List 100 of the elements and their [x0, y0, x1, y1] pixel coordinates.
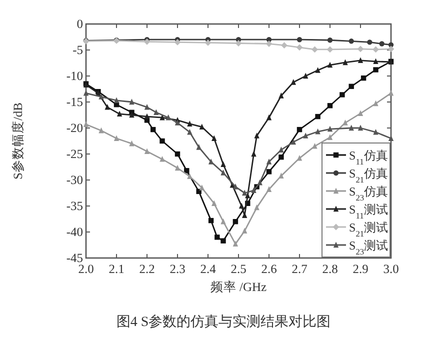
point — [278, 154, 284, 160]
point — [114, 135, 120, 141]
point — [296, 37, 302, 42]
point — [266, 186, 272, 192]
point — [348, 84, 354, 89]
point — [373, 128, 378, 135]
point — [290, 138, 296, 145]
point — [220, 218, 226, 224]
point — [254, 204, 260, 210]
point — [187, 128, 192, 135]
point — [348, 124, 354, 131]
point — [342, 59, 348, 66]
point — [303, 132, 308, 138]
point — [327, 126, 333, 132]
point — [327, 103, 333, 108]
y-tick-label: -30 — [66, 173, 83, 187]
point — [166, 114, 171, 120]
point — [296, 44, 303, 51]
x-tick-label: 3.0 — [383, 262, 399, 276]
y-axis-title: S参数幅度/dB — [10, 102, 25, 180]
x-tick-label: 2.6 — [261, 262, 277, 276]
point — [388, 90, 394, 96]
point — [340, 92, 345, 98]
point — [257, 179, 262, 186]
point — [98, 127, 104, 134]
legend-label: S$_{21}$测试 — [349, 220, 388, 238]
point — [357, 46, 364, 52]
x-axis-title: 频率 /GHz — [210, 279, 268, 294]
point — [104, 104, 110, 110]
point — [254, 132, 260, 138]
legend-label: S$_{11}$测试 — [349, 202, 388, 220]
x-tick-label: 2.2 — [139, 262, 155, 276]
point — [212, 200, 217, 206]
point — [199, 124, 204, 130]
y-tick-label: -15 — [66, 95, 83, 109]
point — [174, 164, 180, 171]
point — [278, 146, 284, 152]
legend-label: S$_{23}$仿真 — [349, 184, 388, 202]
point — [160, 156, 165, 162]
x-tick-label: 2.3 — [170, 262, 186, 276]
point — [220, 170, 226, 176]
point — [266, 114, 272, 120]
point — [174, 39, 181, 46]
x-tick-label: 2.0 — [78, 262, 94, 276]
y-tick-label: -45 — [66, 251, 83, 265]
point — [238, 202, 244, 209]
point — [342, 120, 348, 126]
legend-label: S$_{11}$仿真 — [349, 148, 388, 166]
point — [303, 72, 308, 79]
point — [220, 161, 226, 167]
y-tick-label: -35 — [66, 199, 83, 213]
point — [388, 46, 394, 52]
point — [358, 57, 364, 63]
point — [160, 138, 165, 144]
y-tick-label: -5 — [72, 43, 83, 57]
point — [98, 94, 104, 100]
point — [327, 38, 333, 43]
point — [373, 67, 378, 72]
x-tick-label: 2.9 — [352, 262, 368, 276]
point — [358, 110, 364, 116]
x-tick-label: 2.8 — [322, 262, 338, 276]
point — [327, 62, 333, 68]
point — [278, 172, 284, 178]
y-tick-label: -40 — [66, 225, 83, 239]
point — [214, 234, 220, 240]
point — [348, 38, 354, 44]
point — [144, 148, 150, 154]
point — [373, 58, 378, 64]
point — [358, 124, 364, 131]
x-tick-label: 2.5 — [230, 262, 246, 276]
point — [144, 113, 150, 120]
point — [232, 219, 238, 224]
y-tick-label: -10 — [66, 69, 83, 83]
point — [266, 158, 272, 164]
point — [251, 187, 256, 193]
point — [326, 46, 334, 53]
point — [144, 104, 150, 110]
point — [129, 140, 134, 146]
point — [367, 40, 372, 45]
point — [232, 240, 238, 247]
caption: 图4 S参数的仿真与实测结果对比图 — [116, 314, 331, 330]
point — [199, 184, 204, 190]
point — [315, 114, 320, 120]
point — [232, 184, 238, 190]
point — [315, 67, 320, 73]
y-tick-label: -20 — [66, 121, 83, 135]
point — [187, 120, 192, 126]
point — [129, 112, 134, 118]
point — [281, 42, 288, 49]
x-tick-label: 2.4 — [200, 262, 217, 276]
point — [174, 151, 180, 157]
point — [327, 134, 333, 140]
point — [290, 79, 296, 85]
y-tick-label: -25 — [66, 147, 83, 161]
x-tick-label: 2.1 — [108, 262, 124, 276]
point — [114, 97, 120, 104]
point — [278, 92, 284, 98]
point — [242, 228, 248, 234]
point — [360, 75, 366, 81]
point — [174, 120, 180, 126]
